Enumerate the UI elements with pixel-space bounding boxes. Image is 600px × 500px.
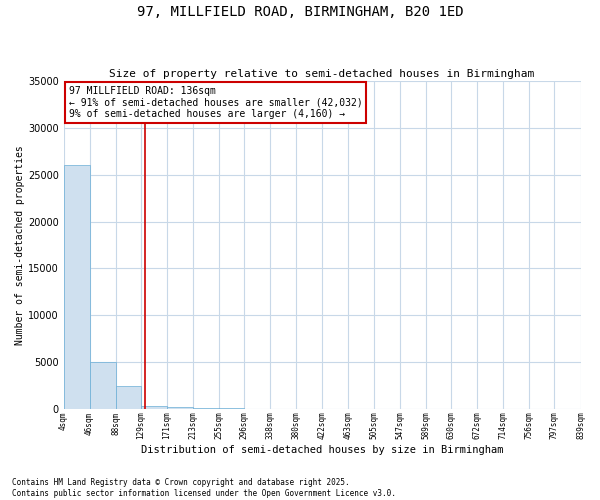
- Title: Size of property relative to semi-detached houses in Birmingham: Size of property relative to semi-detach…: [109, 69, 535, 79]
- Bar: [116, 386, 141, 409]
- Bar: [141, 406, 167, 409]
- Bar: [219, 408, 244, 409]
- Y-axis label: Number of semi-detached properties: Number of semi-detached properties: [15, 145, 25, 345]
- Bar: [89, 362, 116, 409]
- X-axis label: Distribution of semi-detached houses by size in Birmingham: Distribution of semi-detached houses by …: [141, 445, 503, 455]
- Text: 97 MILLFIELD ROAD: 136sqm
← 91% of semi-detached houses are smaller (42,032)
9% : 97 MILLFIELD ROAD: 136sqm ← 91% of semi-…: [68, 86, 362, 120]
- Bar: [167, 407, 193, 409]
- Text: 97, MILLFIELD ROAD, BIRMINGHAM, B20 1ED: 97, MILLFIELD ROAD, BIRMINGHAM, B20 1ED: [137, 5, 463, 19]
- Bar: [193, 408, 219, 409]
- Bar: [64, 164, 89, 409]
- Text: Contains HM Land Registry data © Crown copyright and database right 2025.
Contai: Contains HM Land Registry data © Crown c…: [12, 478, 396, 498]
